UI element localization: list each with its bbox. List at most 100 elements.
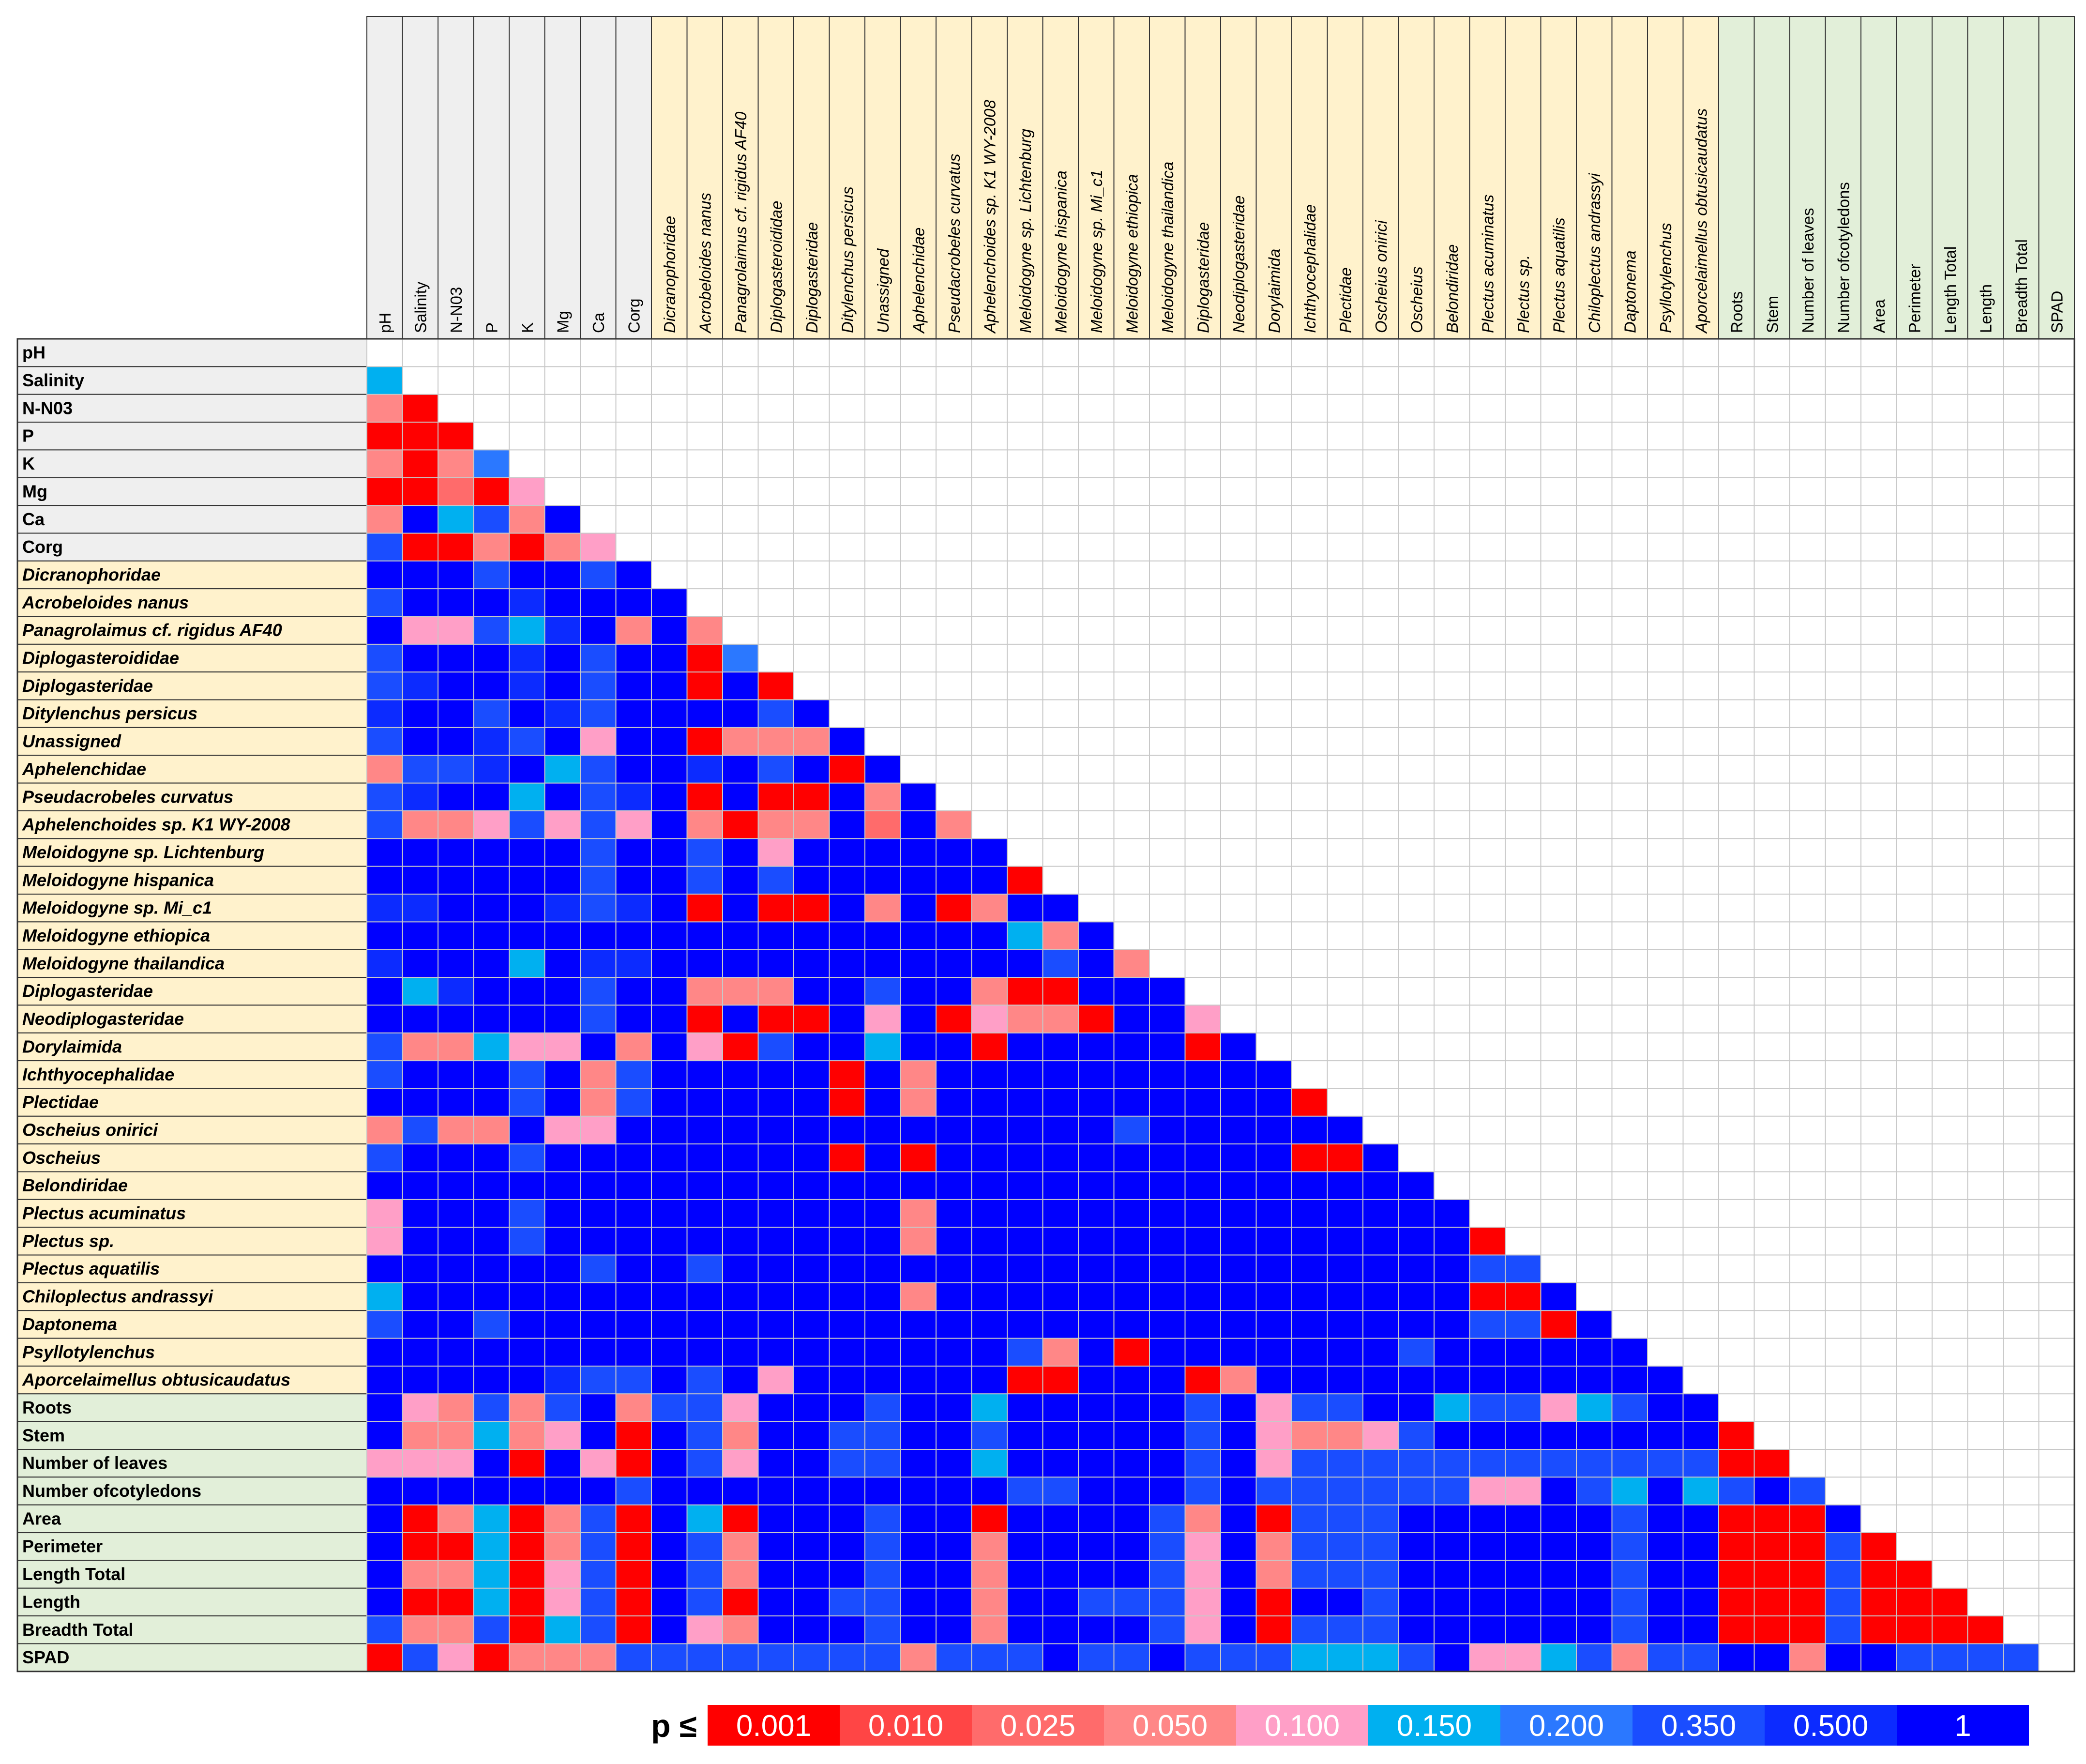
- heatmap-cell: [402, 700, 438, 728]
- row-label-diplogasteridae: Diplogasteridae: [22, 676, 153, 696]
- heatmap-cell: [723, 1505, 758, 1533]
- heatmap-cell: [758, 1588, 794, 1616]
- heatmap-cell: [936, 977, 972, 1005]
- heatmap-cell: [402, 783, 438, 811]
- heatmap-cell: [367, 477, 403, 506]
- heatmap-cell: [687, 783, 723, 811]
- heatmap-cell: [438, 1616, 474, 1644]
- column-label-spad: SPAD: [2048, 291, 2066, 333]
- column-label-ca: Ca: [590, 312, 607, 333]
- heatmap-cell: [1576, 1421, 1612, 1449]
- heatmap-cell: [1327, 1477, 1363, 1505]
- column-label-ph: pH: [376, 313, 394, 333]
- heatmap-cell: [402, 977, 438, 1005]
- heatmap-cell: [438, 1116, 474, 1144]
- heatmap-cell: [1221, 1171, 1256, 1200]
- heatmap-cell: [1754, 1643, 1790, 1672]
- heatmap-cell: [580, 810, 616, 839]
- heatmap-cell: [758, 700, 794, 728]
- heatmap-cell: [1078, 1366, 1114, 1394]
- heatmap-cell: [1825, 1505, 1861, 1533]
- row-header-cell-aphelenchoides-sp-k1-wy-2008: [17, 810, 367, 839]
- heatmap-cell: [971, 949, 1007, 978]
- heatmap-cell: [651, 783, 687, 811]
- heatmap-cell: [367, 1449, 403, 1477]
- heatmap-cell: [1007, 894, 1043, 922]
- heatmap-cell: [580, 1144, 616, 1172]
- heatmap-cell: [1327, 1533, 1363, 1561]
- row-label-meloidogyne-sp-mi-c1: Meloidogyne sp. Mi_c1: [22, 898, 212, 918]
- heatmap-cell: [1007, 1394, 1043, 1422]
- heatmap-cell: [723, 1088, 758, 1116]
- heatmap-cell: [829, 1394, 865, 1422]
- heatmap-cell: [936, 1255, 972, 1283]
- column-header-cell-breadth-total: [2003, 16, 2040, 339]
- heatmap-cell: [616, 922, 651, 950]
- heatmap-cell: [1576, 1477, 1612, 1505]
- heatmap-cell: [367, 533, 403, 561]
- heatmap-cell: [1363, 1227, 1399, 1255]
- heatmap-cell: [865, 1144, 901, 1172]
- heatmap-cell: [936, 1005, 972, 1033]
- heatmap-cell: [1612, 1477, 1648, 1505]
- heatmap-cell: [1505, 1588, 1541, 1616]
- heatmap-cell: [1043, 1616, 1078, 1644]
- heatmap-cell: [1434, 1477, 1470, 1505]
- heatmap-cell: [971, 1033, 1007, 1061]
- heatmap-cell: [651, 616, 687, 644]
- heatmap-cell: [900, 866, 936, 894]
- heatmap-cell: [509, 589, 545, 617]
- heatmap-cell: [651, 1533, 687, 1561]
- column-label-plectus-aquatilis: Plectus aquatilis: [1550, 218, 1568, 333]
- heatmap-cell: [758, 1199, 794, 1228]
- heatmap-cell: [865, 1421, 901, 1449]
- heatmap-cell: [367, 977, 403, 1005]
- row-header-cell-p: [17, 422, 367, 451]
- heatmap-cell: [1007, 1227, 1043, 1255]
- heatmap-cell: [1078, 1171, 1114, 1200]
- heatmap-cell: [473, 1282, 509, 1311]
- heatmap-cell: [723, 1588, 758, 1616]
- heatmap-cell: [616, 1005, 651, 1033]
- heatmap-cell: [900, 1088, 936, 1116]
- heatmap-cell: [1007, 1116, 1043, 1144]
- heatmap-cell: [1185, 1255, 1221, 1283]
- heatmap-cell: [1114, 1338, 1149, 1366]
- heatmap-cell: [544, 1255, 580, 1283]
- heatmap-cell: [402, 589, 438, 617]
- heatmap-cell: [758, 1338, 794, 1366]
- heatmap-cell: [1648, 1616, 1683, 1644]
- heatmap-cell: [1078, 1227, 1114, 1255]
- heatmap-cell: [402, 672, 438, 700]
- heatmap-cell: [651, 1394, 687, 1422]
- column-header-cell-oscheius-onirici: [1362, 16, 1399, 339]
- heatmap-cell: [651, 810, 687, 839]
- column-header-cell-chiloplectus-andrassyi: [1576, 16, 1613, 339]
- heatmap-cell: [580, 1282, 616, 1311]
- heatmap-cell: [1078, 1116, 1114, 1144]
- heatmap-cell: [1221, 1477, 1256, 1505]
- heatmap-cell: [616, 1616, 651, 1644]
- heatmap-cell: [794, 894, 830, 922]
- heatmap-cell: [1078, 1033, 1114, 1061]
- heatmap-cell: [580, 672, 616, 700]
- heatmap-cell: [971, 1394, 1007, 1422]
- heatmap-cell: [1043, 1061, 1078, 1089]
- column-header-cell-ph: [366, 16, 403, 339]
- heatmap-cell: [1363, 1338, 1399, 1366]
- heatmap-cell: [936, 810, 972, 839]
- heatmap-cell: [402, 1144, 438, 1172]
- heatmap-cell: [1505, 1533, 1541, 1561]
- heatmap-cell: [1185, 1643, 1221, 1672]
- heatmap-cell: [580, 1310, 616, 1338]
- heatmap-cell: [438, 1255, 474, 1283]
- heatmap-cell: [1469, 1255, 1505, 1283]
- row-header-cell-length-total: [17, 1560, 367, 1589]
- row-label-spad: SPAD: [22, 1647, 69, 1667]
- heatmap-cell: [544, 866, 580, 894]
- heatmap-cell: [580, 1449, 616, 1477]
- heatmap-cell: [936, 1199, 972, 1228]
- heatmap-cell: [367, 366, 403, 395]
- heatmap-cell: [402, 1616, 438, 1644]
